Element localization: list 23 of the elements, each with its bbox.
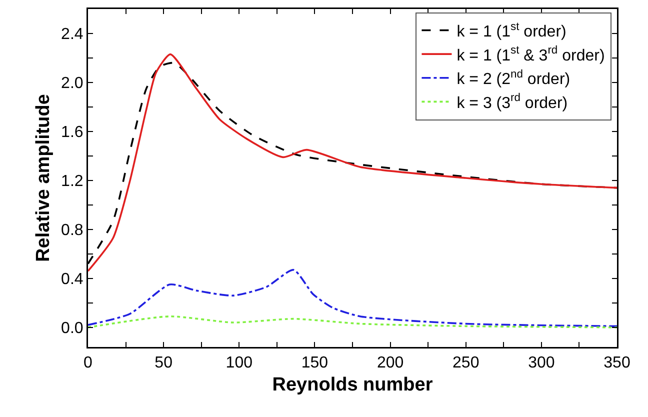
y-tick-label: 0.4 — [61, 271, 84, 288]
y-tick-label: 1.6 — [61, 124, 84, 142]
legend-label: k = 1 (1$^{st}$ & 3$^{rd}$ order) — [456, 44, 605, 64]
y-axis-title: Relative amplitude — [33, 94, 54, 262]
x-tick-label: 250 — [452, 354, 480, 372]
y-tick-label: 2.0 — [61, 75, 84, 92]
legend-label: k = 3 (3$^{rd}$ order) — [456, 92, 568, 112]
x-tick-label: 100 — [226, 354, 253, 372]
line-series — [88, 268, 617, 328]
y-tick-label: 2.4 — [61, 26, 84, 44]
x-tick-label: 150 — [301, 354, 328, 372]
x-tick-label: 0 — [84, 354, 93, 372]
legend-label: k = 1 (1$^{st}$ order) — [456, 20, 566, 41]
y-tick-label: 0.0 — [61, 320, 84, 338]
x-tick-label: 200 — [376, 354, 404, 372]
x-tick-label: 300 — [528, 354, 555, 372]
legend-label: k = 2 (2$^{nd}$ order) — [456, 68, 570, 88]
y-tick-label: 0.8 — [61, 222, 84, 240]
x-tick-label: 50 — [154, 354, 173, 372]
y-tick-label: 1.2 — [61, 173, 84, 190]
x-tick-label: 350 — [604, 354, 630, 372]
line-series — [88, 315, 617, 328]
x-axis-title: Reynolds number — [272, 374, 434, 396]
